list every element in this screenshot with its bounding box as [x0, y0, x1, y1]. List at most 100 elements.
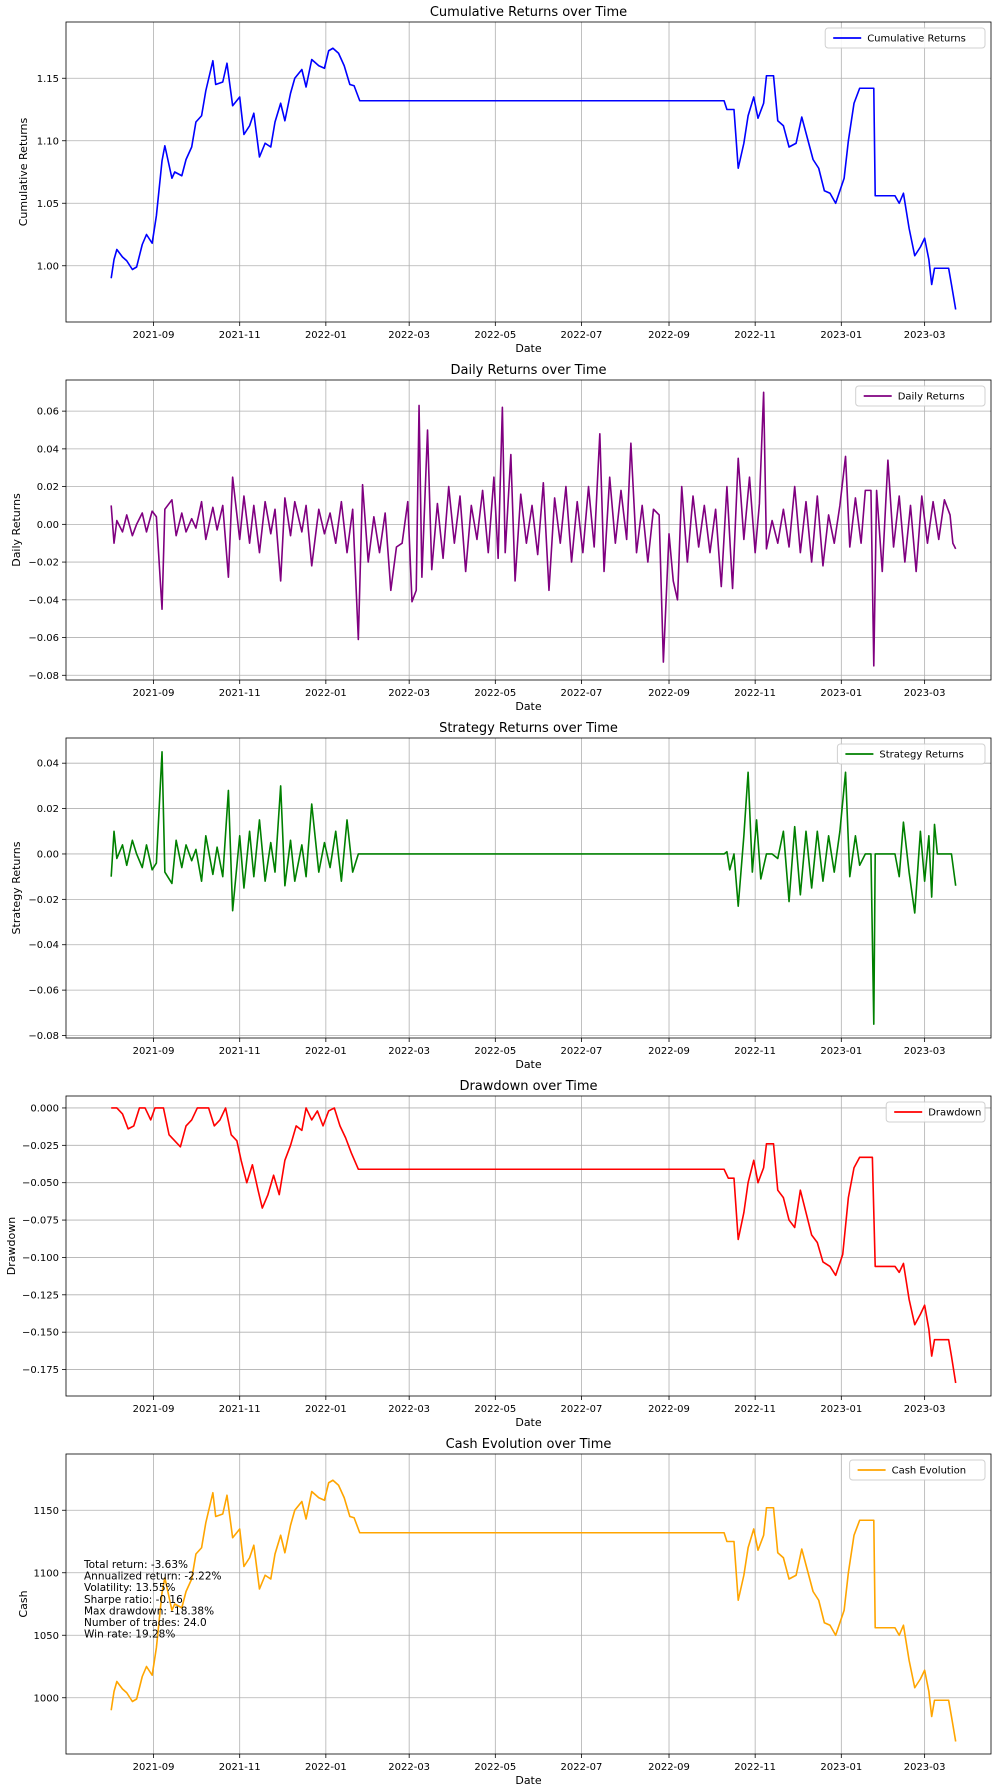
legend-label: Cash Evolution — [892, 1466, 966, 1477]
stats-line: Win rate: 19.28% — [84, 1629, 175, 1641]
x-tick-label: 2022-01 — [305, 1762, 347, 1773]
cumulative-chart: 2021-09 2021-11 2022-01 2022-03 2022-05 2022-… — [17, 5, 992, 355]
cumulative-legend: Cumulative Returns — [824, 27, 986, 49]
x-tick-label: 2023-01 — [820, 1404, 862, 1415]
x-tick-label: 2022-11 — [734, 688, 776, 699]
legend-box — [824, 27, 986, 49]
y-tick-label: 1.10 — [37, 136, 59, 147]
strategy-y-axis-label: Strategy Returns — [10, 841, 23, 934]
y-tick-label: −0.06 — [28, 633, 59, 644]
x-tick-label: 2023-03 — [904, 1404, 946, 1415]
drawdown-chart: 2021-09 2021-11 2022-01 2022-03 2022-05 2022-… — [5, 1079, 992, 1429]
y-tick-label: 0.04 — [37, 759, 59, 770]
cumulative-axes-frame — [65, 21, 992, 323]
daily-series-line — [110, 391, 957, 667]
daily-y-axis-label: Daily Returns — [10, 493, 23, 567]
y-tick-label: −0.150 — [22, 1328, 59, 1339]
drawdown-x-axis-label: Date — [515, 1416, 542, 1429]
y-tick-label: −0.08 — [28, 671, 59, 682]
x-tick-label: 2022-01 — [305, 330, 347, 341]
y-tick-label: 0.000 — [30, 1103, 59, 1114]
daily-axes-frame — [65, 379, 992, 681]
x-tick-label: 2022-05 — [474, 330, 516, 341]
x-tick-label: 2022-05 — [474, 1762, 516, 1773]
x-tick-label: 2023-01 — [820, 688, 862, 699]
cash-legend: Cash Evolution — [849, 1459, 986, 1481]
y-tick-label: 1000 — [34, 1693, 59, 1704]
legend-label: Cumulative Returns — [867, 34, 966, 45]
x-tick-label: 2022-05 — [474, 688, 516, 699]
y-tick-label: 0.02 — [37, 482, 59, 493]
x-tick-label: 2022-09 — [648, 1762, 690, 1773]
x-tick-label: 2023-01 — [820, 1046, 862, 1057]
stats-line: Max drawdown: -18.38% — [84, 1605, 214, 1617]
x-tick-label: 2022-11 — [734, 1762, 776, 1773]
cash-x-axis-label: Date — [515, 1774, 542, 1787]
cumulative-y-axis-label: Cumulative Returns — [17, 117, 30, 226]
cash-y-axis-label: Cash — [17, 1590, 30, 1617]
x-tick-label: 2021-09 — [133, 1762, 175, 1773]
x-tick-label: 2023-01 — [820, 1762, 862, 1773]
x-tick-label: 2022-09 — [648, 688, 690, 699]
strategy-axes-frame — [65, 737, 992, 1039]
cash-chart-title: Cash Evolution over Time — [446, 1437, 612, 1452]
x-tick-label: 2023-03 — [904, 330, 946, 341]
y-tick-label: 0.00 — [37, 520, 59, 531]
cash-axes-frame — [65, 1453, 992, 1755]
drawdown-grid — [66, 1096, 991, 1396]
x-tick-label: 2023-01 — [820, 330, 862, 341]
y-tick-label: 1100 — [34, 1568, 59, 1579]
x-tick-label: 2022-01 — [305, 1404, 347, 1415]
legend-label: Drawdown — [928, 1108, 981, 1119]
drawdown-y-axis-label: Drawdown — [5, 1217, 18, 1275]
x-tick-label: 2022-03 — [388, 688, 430, 699]
cash-chart: 2021-09 2021-11 2022-01 2022-03 2022-05 2022-… — [17, 1437, 992, 1787]
drawdown-legend: Drawdown — [885, 1101, 986, 1123]
drawdown-axes-frame — [65, 1095, 992, 1397]
cumulative-chart-title: Cumulative Returns over Time — [430, 5, 627, 20]
cash-grid — [66, 1454, 991, 1754]
x-tick-label: 2023-03 — [904, 1046, 946, 1057]
y-tick-label: 1050 — [34, 1631, 59, 1642]
y-tick-label: 1.00 — [37, 261, 59, 272]
legend-label: Strategy Returns — [879, 750, 963, 761]
x-tick-label: 2021-11 — [219, 1762, 261, 1773]
y-tick-label: −0.050 — [22, 1178, 59, 1189]
x-tick-label: 2022-09 — [648, 1046, 690, 1057]
x-tick-label: 2022-03 — [388, 1404, 430, 1415]
x-tick-label: 2021-11 — [219, 688, 261, 699]
x-tick-label: 2022-03 — [388, 1046, 430, 1057]
y-tick-label: 1150 — [34, 1506, 59, 1517]
x-tick-label: 2022-07 — [561, 688, 603, 699]
daily-legend: Daily Returns — [855, 385, 986, 407]
x-tick-label: 2022-09 — [648, 1404, 690, 1415]
y-tick-label: 0.06 — [37, 407, 59, 418]
y-tick-label: −0.08 — [28, 1031, 59, 1042]
cumulative-x-axis-label: Date — [515, 342, 542, 355]
strategy-grid — [66, 738, 991, 1038]
y-tick-label: −0.04 — [28, 940, 59, 951]
y-tick-label: −0.06 — [28, 986, 59, 997]
daily-x-axis-label: Date — [515, 700, 542, 713]
x-tick-label: 2021-09 — [133, 1404, 175, 1415]
stats-line: Total return: -3.63% — [83, 1559, 188, 1571]
drawdown-chart-title: Drawdown over Time — [459, 1079, 597, 1094]
stats-line: Annualized return: -2.22% — [84, 1571, 222, 1583]
stats-line: Number of trades: 24.0 — [84, 1617, 207, 1629]
strategy-x-axis-label: Date — [515, 1058, 542, 1071]
y-tick-label: 0.04 — [37, 444, 59, 455]
legend-box — [855, 385, 986, 407]
x-tick-label: 2023-03 — [904, 688, 946, 699]
y-tick-label: −0.04 — [28, 595, 59, 606]
y-tick-label: −0.175 — [22, 1365, 59, 1376]
strategy-series-line — [110, 751, 957, 1025]
daily-chart-title: Daily Returns over Time — [450, 363, 606, 378]
drawdown-series-line — [111, 1107, 957, 1384]
x-tick-label: 2022-05 — [474, 1046, 516, 1057]
y-tick-label: −0.02 — [28, 895, 59, 906]
stats-line: Volatility: 13.55% — [84, 1582, 176, 1594]
x-tick-label: 2022-07 — [561, 1046, 603, 1057]
y-tick-label: −0.100 — [22, 1253, 59, 1264]
stats-annotation: Total return: -3.63%Annualized return: -… — [83, 1559, 222, 1641]
